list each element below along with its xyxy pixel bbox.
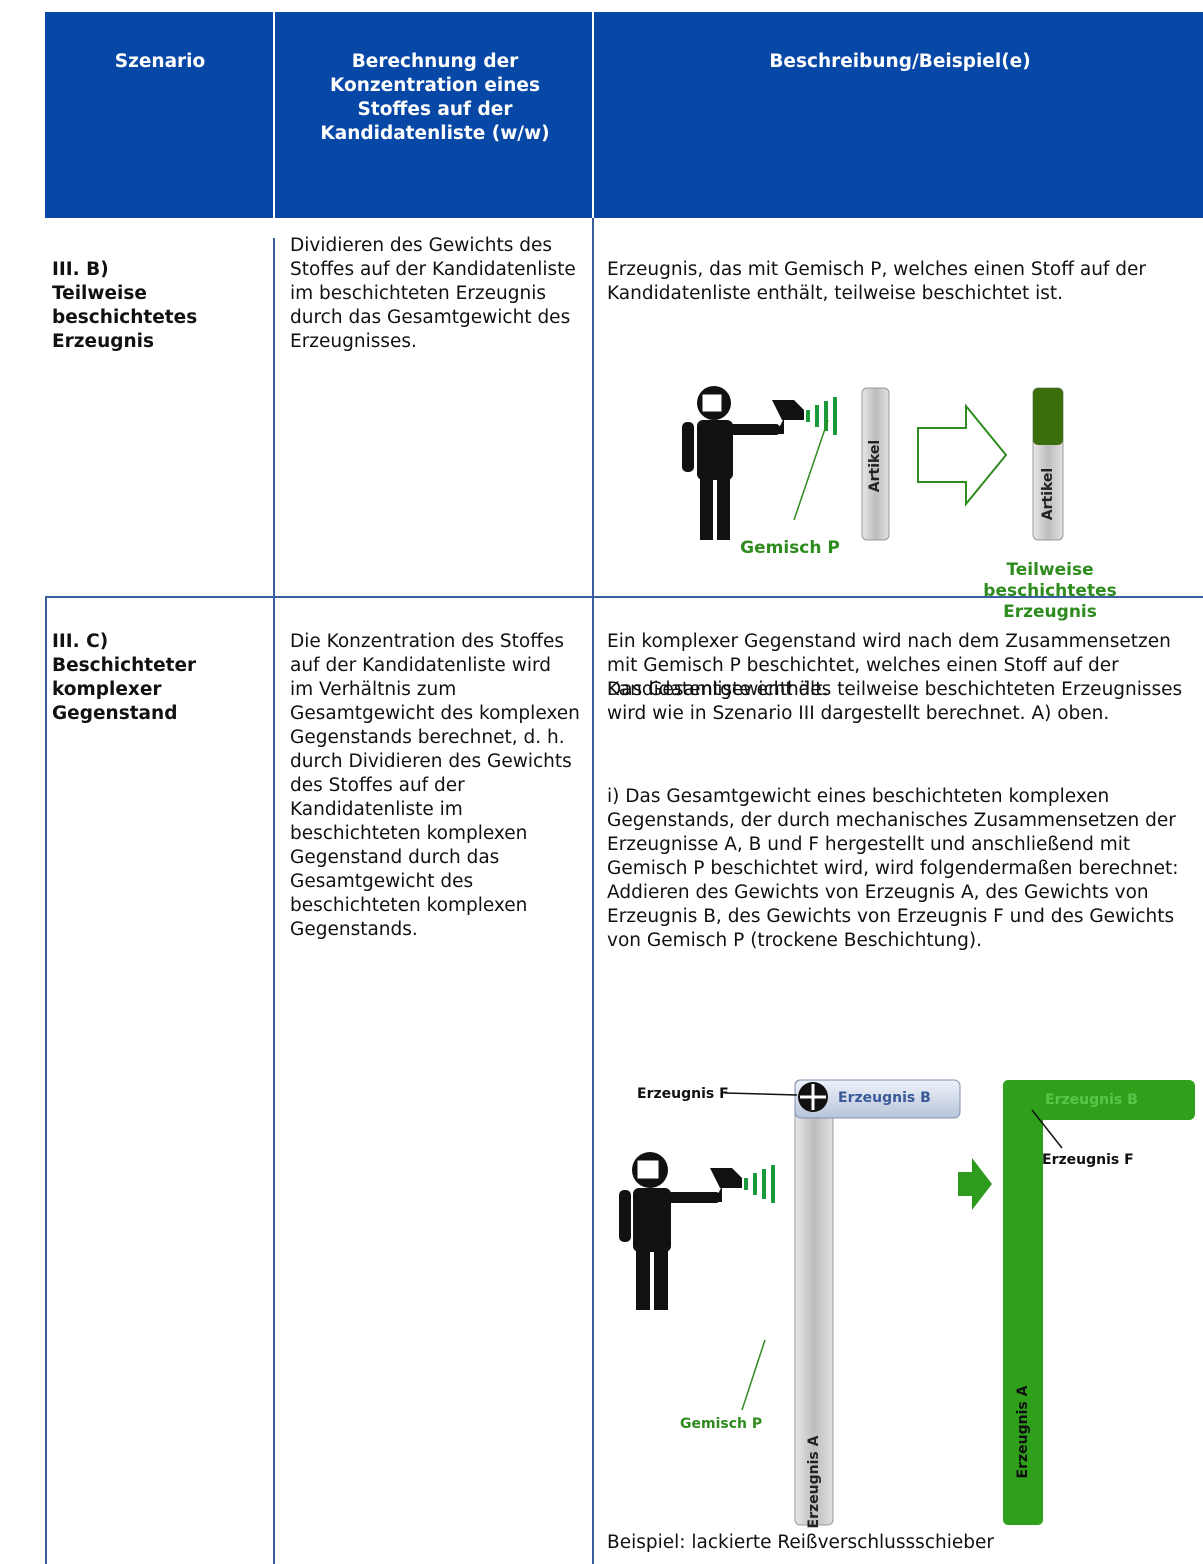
scenario-name: Teilweise beschichtetes Erzeugnis (52, 283, 198, 352)
header-cell: Szenario (114, 51, 206, 72)
scenario-name: Beschichteter komplexer Gegenstand (52, 655, 197, 724)
divider (273, 12, 275, 218)
person (619, 1152, 742, 1310)
description: i) Das Gesamtgewicht eines beschichteten… (607, 786, 1179, 951)
arrow (917, 403, 1008, 507)
person (682, 386, 804, 540)
article-bar (861, 387, 890, 541)
description: Erzeugnis, das mit Gemisch P, welches ei… (607, 259, 1147, 304)
header-cell: Berechnung der Konzentration eines Stoff… (320, 51, 550, 144)
description: Beispiel: lackierte Reißverschlussschieb… (607, 1532, 994, 1553)
divider (592, 218, 594, 1564)
figure-label: Gemisch P (740, 538, 840, 558)
figure-label: Erzeugnis F (1042, 1152, 1134, 1168)
figure-label: Gemisch P (680, 1416, 763, 1432)
description: Das Gesamtgewicht des teilweise beschich… (607, 679, 1183, 724)
figure-label: Erzeugnis A (1015, 1385, 1031, 1479)
divider (273, 238, 275, 1564)
figure-label: Artikel (1040, 467, 1056, 521)
figure-label: Erzeugnis A (806, 1435, 822, 1529)
figure-label: Erzeugnis B (1045, 1092, 1138, 1108)
row-border (45, 596, 1203, 598)
calculation: Dividieren des Gewichts des Stoffes auf … (290, 235, 576, 352)
scenario-label: III. C) (52, 631, 109, 652)
scenario-label: III. B) (52, 259, 109, 280)
figure-label: Artikel (867, 439, 883, 493)
divider (592, 12, 594, 218)
description: Ein komplexer Gegenstand wird nach dem Z… (607, 631, 1171, 700)
header-cell: Beschreibung/Beispiel(e) (769, 51, 1031, 72)
figure-label: Teilweise beschichtetes Erzeugnis (983, 560, 1117, 622)
calculation: Die Konzentration des Stoffes auf der Ka… (290, 631, 580, 940)
arrow (958, 1158, 992, 1210)
figure-label: Erzeugnis F (637, 1086, 729, 1102)
divider (45, 596, 47, 1564)
spray (806, 397, 837, 435)
header-row (45, 12, 1203, 218)
figure-label: Erzeugnis B (838, 1090, 931, 1106)
